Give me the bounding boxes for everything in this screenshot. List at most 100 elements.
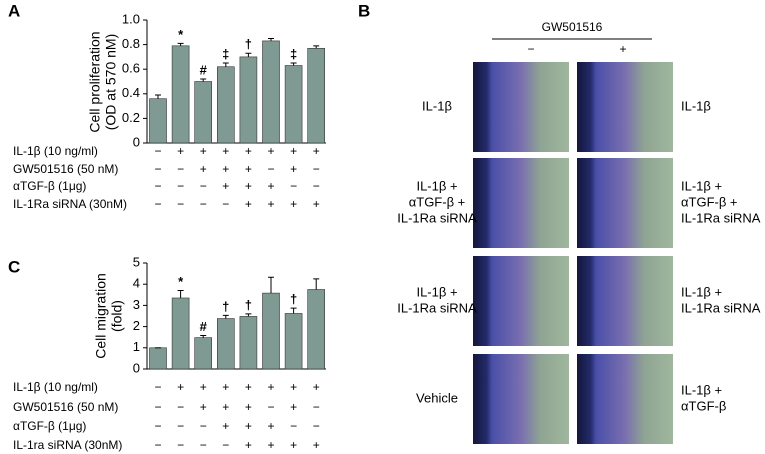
error-bar	[268, 37, 274, 41]
bar	[239, 316, 258, 370]
panel-label: C	[8, 257, 20, 276]
condition-label: IL-1Ra siRNA (30nM)	[13, 197, 127, 211]
row-label: IL-1β +	[681, 284, 722, 299]
y-tick-label: 0	[133, 360, 140, 375]
significance-mark: †	[245, 37, 252, 52]
condition-sign: +	[222, 162, 229, 176]
condition-sign: +	[290, 197, 297, 211]
condition-sign: +	[222, 400, 229, 414]
significance-mark: *	[178, 274, 184, 289]
bar	[284, 313, 303, 370]
condition-sign: +	[267, 419, 274, 433]
condition-sign: −	[290, 179, 297, 193]
bar	[307, 47, 326, 144]
error-bar	[290, 307, 297, 314]
condition-sign: −	[200, 179, 207, 193]
micrograph	[577, 62, 673, 152]
condition-sign: −	[290, 419, 297, 433]
condition-sign: +	[313, 438, 320, 452]
condition-sign: −	[177, 400, 184, 414]
y-tick-label: 1.0	[122, 11, 140, 26]
condition-sign: +	[200, 380, 207, 394]
bar	[194, 81, 212, 144]
condition-sign: −	[154, 144, 161, 158]
error-bar	[200, 335, 207, 338]
condition-sign: +	[200, 144, 207, 158]
condition-sign: −	[313, 179, 320, 193]
y-tick-label: 0.8	[122, 36, 140, 51]
condition-label: αTGF-β (1μg)	[13, 179, 86, 193]
row-label: IL-1β +	[416, 178, 457, 193]
significance-mark: †	[222, 299, 229, 314]
row-label: αTGF-β +	[681, 194, 738, 209]
row-label: IL-1Ra siRNA	[397, 300, 477, 315]
row-label: IL-1β +	[681, 382, 722, 397]
error-bar	[313, 45, 320, 49]
condition-sign: +	[245, 438, 252, 452]
significance-mark: †	[245, 297, 252, 312]
condition-sign: −	[154, 419, 161, 433]
error-bar	[177, 42, 184, 46]
condition-sign: +	[222, 419, 229, 433]
y-axis-label: (OD at 570 nM)	[103, 34, 119, 130]
error-bar	[155, 94, 161, 99]
y-tick-label: 0.4	[122, 85, 140, 100]
row-label: IL-1β	[681, 98, 711, 113]
condition-sign: −	[267, 400, 274, 414]
bar	[262, 40, 280, 144]
condition-sign: +	[245, 400, 252, 414]
condition-sign: +	[290, 380, 297, 394]
condition-label: IL-1β (10 ng/ml)	[13, 380, 98, 394]
condition-sign: −	[154, 380, 161, 394]
condition-sign: +	[245, 380, 252, 394]
condition-sign: +	[313, 197, 320, 211]
condition-sign: −	[177, 438, 184, 452]
condition-sign: −	[177, 179, 184, 193]
error-bar	[245, 52, 252, 57]
bar	[239, 56, 258, 144]
condition-sign: −	[154, 162, 161, 176]
row-label: IL-1Ra siRNA	[397, 210, 477, 225]
row-label: IL-1Ra siRNA	[681, 300, 761, 315]
bar	[149, 347, 167, 370]
y-axis-label: Cell proliferation	[87, 31, 103, 132]
y-tick-label: 5	[133, 254, 140, 269]
condition-sign: +	[177, 380, 184, 394]
condition-sign: −	[313, 400, 320, 414]
condition-sign: −	[222, 438, 229, 452]
condition-sign: +	[313, 144, 320, 158]
bar	[284, 65, 303, 144]
bar	[217, 66, 235, 144]
condition-label: αTGF-β (1μg)	[13, 419, 86, 433]
y-tick-label: 1	[133, 339, 140, 354]
condition-sign: −	[154, 179, 161, 193]
condition-sign: +	[200, 400, 207, 414]
error-bar	[313, 278, 320, 290]
micrograph	[473, 62, 569, 152]
bar	[171, 45, 190, 144]
condition-sign: +	[267, 438, 274, 452]
condition-label: IL-1ra siRNA (30nM)	[13, 438, 122, 452]
condition-sign: +	[245, 419, 252, 433]
y-tick-label: 4	[133, 276, 140, 291]
condition-sign: −	[200, 197, 207, 211]
condition-sign: −	[177, 419, 184, 433]
condition-label: GW501516 (50 nM)	[13, 400, 118, 414]
condition-sign: +	[267, 179, 274, 193]
micrograph	[577, 158, 673, 248]
row-label: IL-1β	[422, 98, 452, 113]
column-label: −	[527, 42, 534, 56]
error-bar	[268, 276, 274, 294]
y-tick-label: 0.2	[122, 110, 140, 125]
condition-sign: +	[245, 179, 252, 193]
row-label: IL-1Ra siRNA	[681, 210, 761, 225]
condition-sign: +	[290, 162, 297, 176]
condition-sign: +	[200, 162, 207, 176]
group-header: GW501516	[542, 20, 603, 34]
condition-sign: +	[245, 197, 252, 211]
y-tick-label: 3	[133, 297, 140, 312]
significance-mark: #	[200, 62, 208, 77]
micrograph	[577, 354, 673, 444]
row-label: IL-1β +	[416, 284, 457, 299]
